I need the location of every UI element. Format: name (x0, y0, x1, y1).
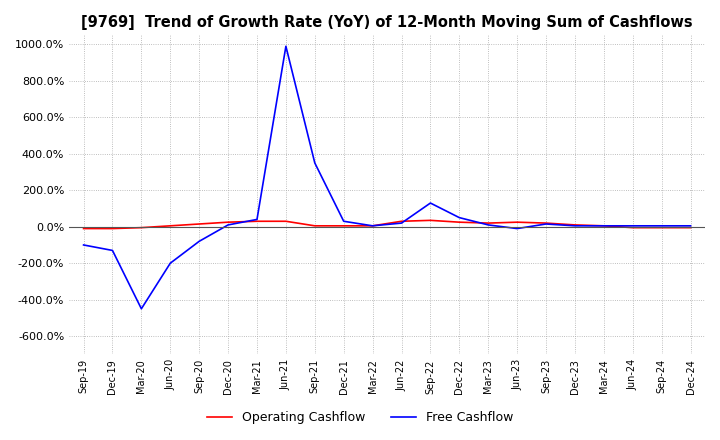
Free Cashflow (166, 260, 174, 266)
Operating Cashflow (484, 220, 492, 226)
Operating Cashflow (426, 218, 435, 223)
Operating Cashflow (513, 220, 521, 225)
Line: Operating Cashflow: Operating Cashflow (84, 220, 690, 228)
Operating Cashflow (339, 223, 348, 228)
Free Cashflow (224, 222, 233, 227)
Operating Cashflow (282, 219, 290, 224)
Free Cashflow (397, 220, 406, 226)
Free Cashflow (541, 221, 550, 227)
Free Cashflow (629, 223, 637, 228)
Operating Cashflow (629, 225, 637, 230)
Free Cashflow (484, 222, 492, 227)
Free Cashflow (339, 219, 348, 224)
Legend: Operating Cashflow, Free Cashflow: Operating Cashflow, Free Cashflow (202, 407, 518, 429)
Free Cashflow (137, 306, 145, 312)
Free Cashflow (108, 248, 117, 253)
Free Cashflow (686, 223, 695, 228)
Operating Cashflow (79, 226, 88, 231)
Operating Cashflow (455, 220, 464, 225)
Free Cashflow (657, 223, 666, 228)
Operating Cashflow (224, 220, 233, 225)
Free Cashflow (310, 160, 319, 165)
Free Cashflow (282, 44, 290, 49)
Operating Cashflow (571, 222, 580, 227)
Free Cashflow (369, 223, 377, 228)
Operating Cashflow (253, 219, 261, 224)
Free Cashflow (79, 242, 88, 248)
Line: Free Cashflow: Free Cashflow (84, 46, 690, 309)
Free Cashflow (600, 223, 608, 228)
Free Cashflow (195, 238, 204, 244)
Free Cashflow (455, 215, 464, 220)
Operating Cashflow (108, 226, 117, 231)
Free Cashflow (426, 200, 435, 205)
Free Cashflow (513, 226, 521, 231)
Free Cashflow (253, 217, 261, 222)
Operating Cashflow (137, 225, 145, 230)
Operating Cashflow (195, 221, 204, 227)
Operating Cashflow (310, 223, 319, 228)
Operating Cashflow (369, 223, 377, 228)
Operating Cashflow (686, 225, 695, 230)
Operating Cashflow (600, 223, 608, 228)
Operating Cashflow (397, 219, 406, 224)
Operating Cashflow (166, 223, 174, 228)
Free Cashflow (571, 223, 580, 228)
Title: [9769]  Trend of Growth Rate (YoY) of 12-Month Moving Sum of Cashflows: [9769] Trend of Growth Rate (YoY) of 12-… (81, 15, 693, 30)
Operating Cashflow (541, 220, 550, 226)
Operating Cashflow (657, 225, 666, 230)
